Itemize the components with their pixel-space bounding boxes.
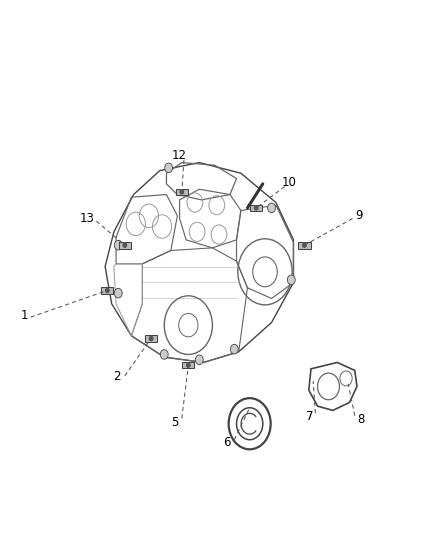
Circle shape <box>180 190 184 194</box>
Circle shape <box>287 275 295 285</box>
Text: 8: 8 <box>358 413 365 426</box>
Text: 1: 1 <box>20 309 28 322</box>
Circle shape <box>123 243 127 247</box>
Circle shape <box>149 336 153 341</box>
Circle shape <box>187 363 190 367</box>
Polygon shape <box>250 205 262 211</box>
Circle shape <box>160 350 168 359</box>
Circle shape <box>114 240 122 250</box>
Circle shape <box>114 288 122 298</box>
Circle shape <box>303 243 306 247</box>
Polygon shape <box>176 189 188 195</box>
Circle shape <box>268 203 276 213</box>
Text: 2: 2 <box>113 370 121 383</box>
Polygon shape <box>101 287 113 294</box>
Circle shape <box>106 288 109 293</box>
Text: 12: 12 <box>172 149 187 162</box>
Polygon shape <box>298 242 311 248</box>
Text: 5: 5 <box>171 416 178 429</box>
Circle shape <box>195 355 203 365</box>
Text: 9: 9 <box>355 209 363 222</box>
Text: 6: 6 <box>223 436 231 449</box>
Text: 13: 13 <box>80 212 95 225</box>
Polygon shape <box>182 362 194 368</box>
Circle shape <box>254 206 258 210</box>
Polygon shape <box>145 335 157 342</box>
Polygon shape <box>119 242 131 248</box>
Circle shape <box>230 344 238 354</box>
Text: 7: 7 <box>306 410 314 423</box>
Circle shape <box>165 163 173 173</box>
Text: 10: 10 <box>282 176 297 189</box>
